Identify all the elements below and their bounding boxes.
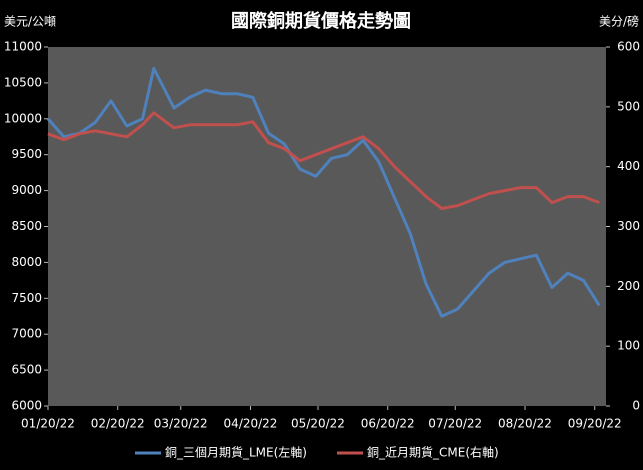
y2-tick-label: 300 [617,219,640,233]
y2-axis-title: 美分/磅 [599,14,639,29]
y-tick-label: 6500 [11,363,42,377]
y-tick-label: 11000 [4,40,42,54]
x-tick-label: 09/20/22 [568,417,622,431]
legend-label: 銅_三個月期貨_LME(左軸) [165,445,307,460]
y2-tick-label: 100 [617,339,640,353]
y2-tick-label: 0 [632,399,640,413]
legend-label: 銅_近月期貨_CME(右軸) [367,445,499,460]
y-tick-label: 8500 [11,219,42,233]
x-tick-label: 05/20/22 [291,417,345,431]
series-line [46,67,601,318]
y-tick-label: 9500 [11,147,42,161]
x-tick-label: 01/20/22 [21,417,75,431]
y2-tick-label: 500 [617,99,640,113]
x-tick-label: 03/20/22 [154,417,208,431]
y-tick-label: 7000 [11,327,42,341]
y-tick-label: 10500 [4,75,42,89]
series-line [47,111,600,210]
x-tick-label: 08/20/22 [498,417,552,431]
y-tick-label: 8000 [11,255,42,269]
y2-tick-label: 600 [617,40,640,54]
y2-tick-label: 200 [617,279,640,293]
y-tick-label: 9000 [11,183,42,197]
chart-title: 國際銅期貨價格走勢圖 [231,10,411,32]
x-tick-label: 06/20/22 [361,417,415,431]
y2-tick-label: 400 [617,159,640,173]
plot-area [48,47,606,406]
y-tick-label: 10000 [4,111,42,125]
y-axis-title: 美元/公噸 [4,15,56,29]
y-tick-label: 7500 [11,291,42,305]
x-tick-label: 04/20/22 [224,417,278,431]
x-tick-label: 07/20/22 [428,417,482,431]
x-tick-label: 02/20/22 [91,417,145,431]
y-tick-label: 6000 [11,399,42,413]
